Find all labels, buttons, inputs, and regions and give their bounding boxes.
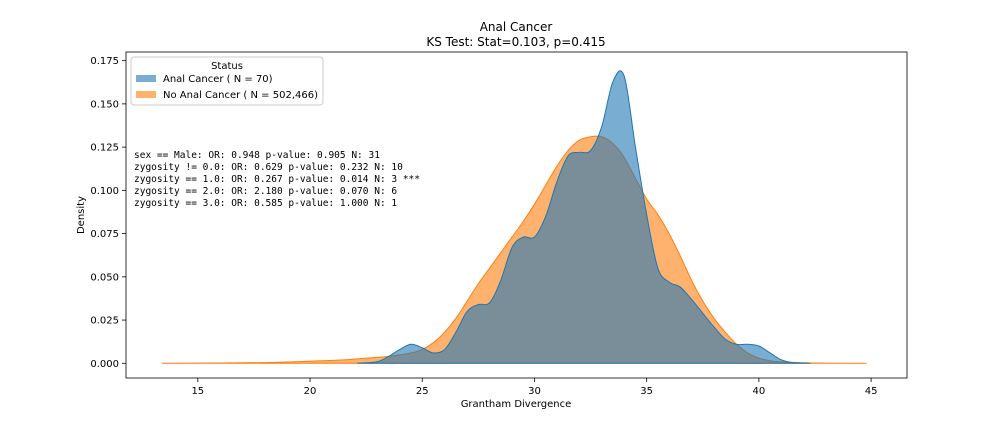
x-tick-label: 20 [304,386,317,397]
legend-swatch-anal-cancer [136,75,156,82]
chart-subtitle: KS Test: Stat=0.103, p=0.415 [426,35,605,49]
plot-area [125,51,908,379]
legend-box [130,56,324,106]
series-layer [161,70,867,364]
plot-frame [125,51,908,379]
annotations: sex == Male: OR: 0.948 p-value: 0.905 N:… [134,150,420,209]
legend-swatch-no-anal-cancer [136,91,156,98]
legend-entry-no-anal-cancer: No Anal Cancer ( N = 502,466) [163,90,318,101]
y-tick-label: 0.000 [90,359,119,370]
x-tick-label: 40 [753,386,766,397]
density-area-anal-cancer [357,70,811,364]
y-tick-label: 0.125 [90,143,119,154]
annotation-line: sex == Male: OR: 0.948 p-value: 0.905 N:… [134,150,380,161]
x-axis: 15 20 25 30 35 40 45 [191,378,877,397]
y-tick-label: 0.150 [90,99,119,110]
annotation-line: zygosity == 2.0: OR: 2.180 p-value: 0.07… [134,186,397,197]
y-tick-label: 0.025 [90,316,119,327]
x-tick-label: 45 [865,386,878,397]
chart-title: Anal Cancer [480,20,553,34]
y-tick-label: 0.075 [90,229,119,240]
legend: Status Anal Cancer ( N = 70) No Anal Can… [130,56,324,106]
legend-entry-anal-cancer: Anal Cancer ( N = 70) [163,74,273,85]
x-tick-label: 25 [416,386,429,397]
y-tick-label: 0.050 [90,272,119,283]
y-tick-label: 0.175 [90,56,119,67]
x-tick-label: 30 [528,386,541,397]
annotation-line: zygosity == 1.0: OR: 0.267 p-value: 0.01… [134,174,420,185]
y-axis: 0.000 0.025 0.050 0.075 0.100 0.125 0.150 0.175 [90,56,126,370]
y-tick-label: 0.100 [90,186,119,197]
x-tick-label: 35 [640,386,653,397]
legend-title: Status [211,61,243,72]
x-tick-label: 15 [191,386,204,397]
x-axis-label: Grantham Divergence [461,399,572,410]
annotation-line: zygosity != 0.0: OR: 0.629 p-value: 0.23… [134,162,403,173]
annotation-line: zygosity == 3.0: OR: 0.585 p-value: 1.00… [134,198,397,209]
y-axis-label: Density [76,196,87,234]
